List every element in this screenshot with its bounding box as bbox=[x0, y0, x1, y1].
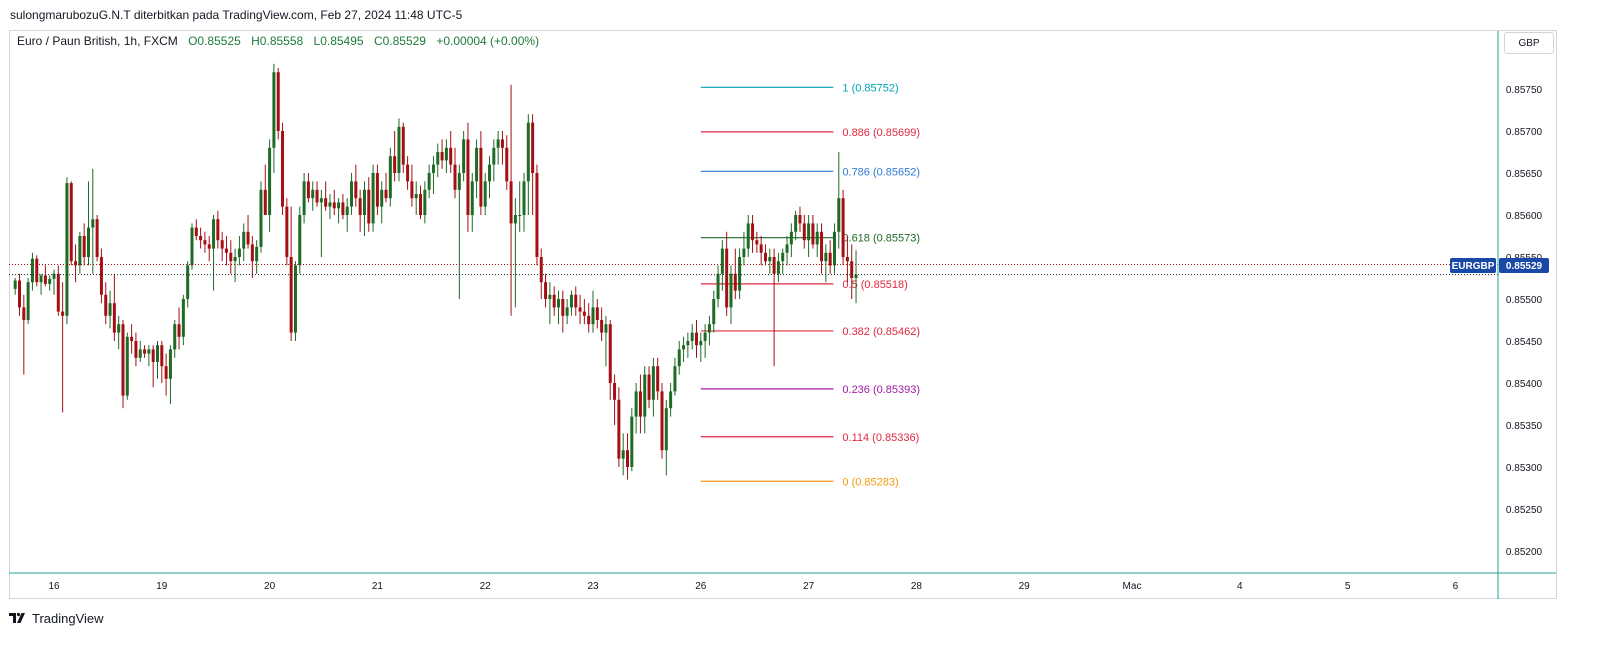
high-value: H0.85558 bbox=[251, 34, 304, 48]
low-value: L0.85495 bbox=[313, 34, 364, 48]
tradingview-logo-icon bbox=[9, 612, 25, 623]
symbol-info-line: Euro / Paun British, 1h, FXCM O0.85525 H… bbox=[17, 34, 539, 48]
instrument-label: Euro / Paun British, 1h, FXCM bbox=[17, 34, 178, 48]
footer-brand-label: TradingView bbox=[32, 610, 104, 626]
publication-line: sulongmarubozuG.N.T diterbitkan pada Tra… bbox=[10, 8, 463, 22]
currency-button[interactable]: GBP bbox=[1504, 32, 1554, 54]
chart-frame[interactable] bbox=[9, 30, 1557, 599]
change-value: +0.00004 (+0.00%) bbox=[436, 34, 540, 48]
close-value: C0.85529 bbox=[373, 34, 426, 48]
open-value: O0.85525 bbox=[188, 34, 241, 48]
footer-branding[interactable]: TradingView bbox=[9, 608, 104, 628]
